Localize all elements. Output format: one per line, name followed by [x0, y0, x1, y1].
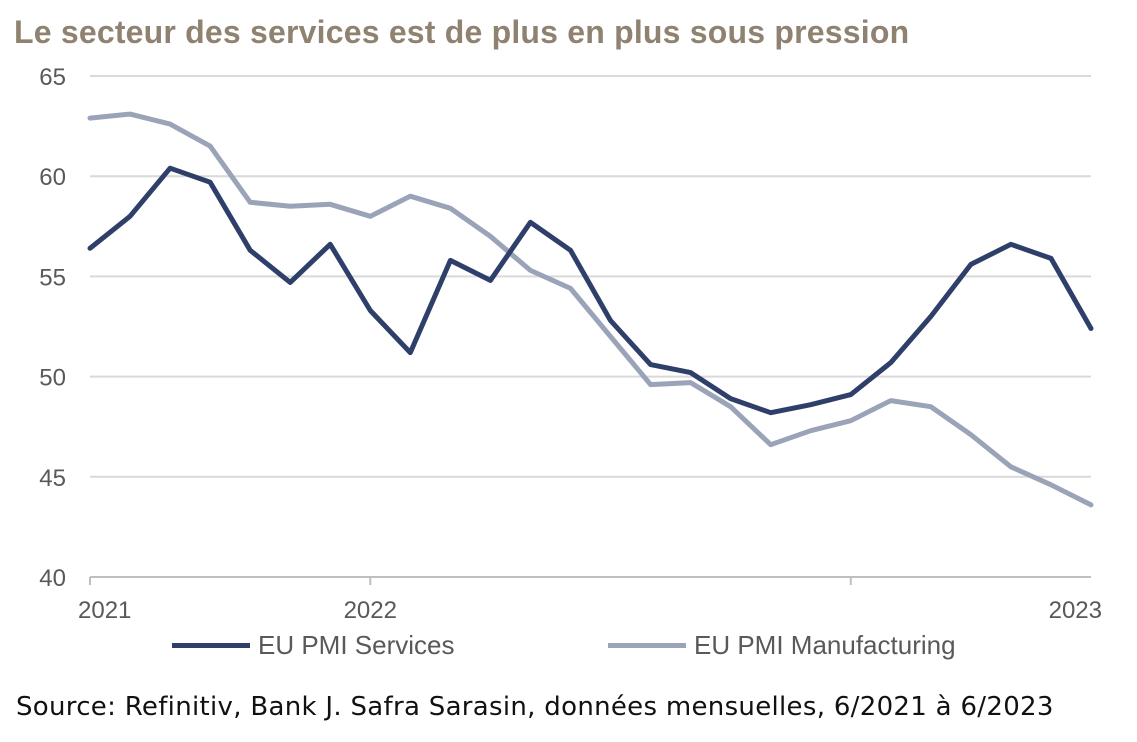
- y-tick-label-50: 50: [39, 365, 66, 392]
- legend-swatch-manufacturing: [608, 643, 686, 648]
- y-tick-label-65: 65: [39, 64, 66, 91]
- y-tick-label-55: 55: [39, 264, 66, 291]
- legend-swatch-services: [172, 643, 250, 648]
- line-chart: 40 45 50 55 60 65 2021 2022 2023: [39, 64, 1102, 624]
- y-tick-label-60: 60: [39, 164, 66, 191]
- legend-label-services: EU PMI Services: [258, 630, 455, 660]
- x-tick-label-2021: 2021: [78, 597, 131, 624]
- x-tick-label-2023: 2023: [1049, 597, 1102, 624]
- source-note: Source: Refinitiv, Bank J. Safra Sarasin…: [16, 692, 1054, 722]
- series-line-services: [87, 165, 1094, 416]
- legend-item-services: EU PMI Services: [172, 630, 455, 661]
- chart-title: Le secteur des services est de plus en p…: [14, 14, 910, 50]
- legend: EU PMI Services EU PMI Manufacturing: [0, 630, 1137, 664]
- x-tick-label-2022: 2022: [344, 597, 397, 624]
- legend-item-manufacturing: EU PMI Manufacturing: [608, 630, 956, 661]
- series-line-manufacturing: [87, 111, 1094, 508]
- y-axis-labels: 40 45 50 55 60 65: [39, 64, 66, 592]
- series-lines: [87, 111, 1094, 508]
- x-axis: 2021 2022 2023: [78, 576, 1102, 624]
- legend-label-manufacturing: EU PMI Manufacturing: [694, 630, 956, 660]
- gridlines: [90, 75, 1091, 478]
- y-tick-label-40: 40: [39, 565, 66, 592]
- y-tick-label-45: 45: [39, 465, 66, 492]
